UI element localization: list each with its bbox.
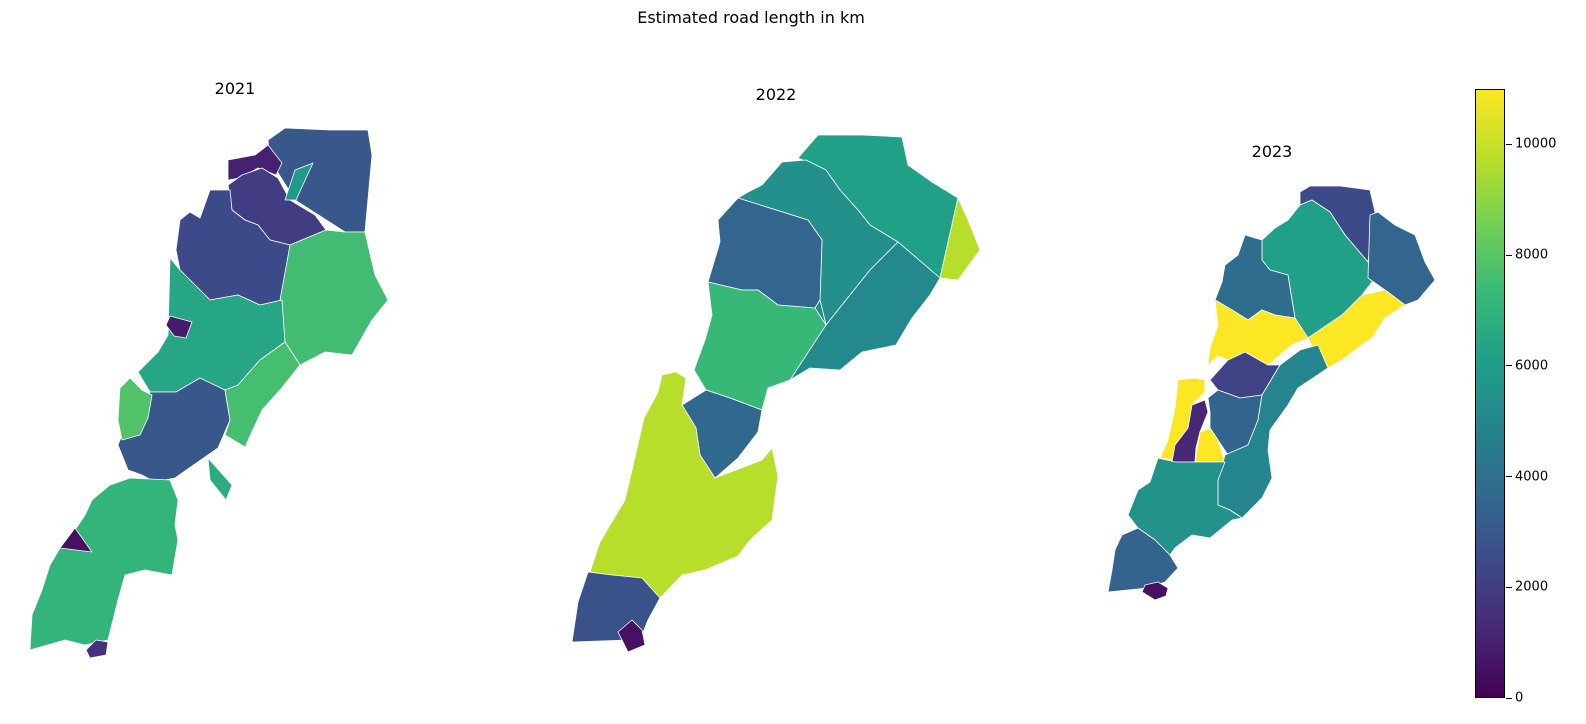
map-panel-2023 [1107, 185, 1436, 601]
map-region [267, 127, 373, 233]
colorbar-tick-label: 10000 [1515, 136, 1557, 152]
figure-title: Estimated road length in km [637, 8, 865, 27]
colorbar-tick [1506, 254, 1512, 256]
panel-title-2021: 2021 [214, 79, 256, 98]
map-region [284, 162, 314, 201]
colorbar-tick [1506, 365, 1512, 367]
colorbar-tick [1506, 697, 1512, 699]
map-region [279, 229, 389, 366]
map-region [59, 527, 93, 553]
map-region [29, 477, 179, 651]
panel-title-2023: 2023 [1251, 142, 1293, 161]
map-region [227, 144, 283, 181]
colorbar-tick [1506, 586, 1512, 588]
colorbar-tick-label: 2000 [1515, 579, 1549, 595]
map-region [1367, 211, 1436, 306]
map-region [1107, 527, 1179, 593]
map-panel-2021 [29, 127, 389, 659]
colorbar-tick [1506, 476, 1512, 478]
map-region [789, 241, 941, 381]
map-region [165, 315, 193, 339]
map-region [207, 457, 233, 501]
map-panel-2022 [571, 134, 981, 653]
colorbar-tick-label: 0 [1515, 690, 1524, 706]
map-region [939, 197, 981, 281]
colorbar-tick [1506, 143, 1512, 145]
map-region [224, 341, 301, 448]
panel-title-2022: 2022 [755, 85, 797, 104]
map-region [693, 281, 827, 411]
colorbar-tick-label: 8000 [1515, 247, 1549, 263]
colorbar-tick-label: 6000 [1515, 358, 1549, 374]
map-region [117, 377, 153, 441]
map-region [589, 371, 779, 599]
map-region [1207, 299, 1309, 366]
colorbar [1475, 89, 1505, 698]
map-region [1141, 581, 1169, 601]
map-region [571, 571, 661, 643]
map-region [1171, 399, 1209, 463]
map-region [617, 619, 646, 653]
colorbar-tick-label: 4000 [1515, 469, 1549, 485]
map-region [85, 639, 109, 659]
